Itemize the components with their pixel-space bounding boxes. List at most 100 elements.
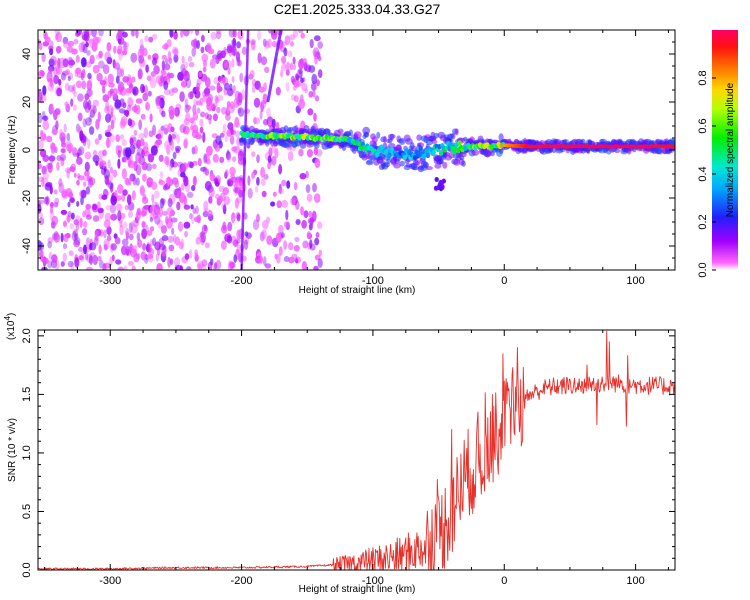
spectrogram-noise-cell: [59, 153, 67, 161]
spectrogram-noise-cell: [140, 251, 146, 261]
spectrogram-noise-cell: [145, 102, 151, 111]
spectrogram-noise-cell: [289, 62, 294, 71]
spectrogram-noise-cell: [153, 190, 160, 199]
spectrogram-noise-cell: [260, 101, 264, 113]
spectrogram-noise-cell: [82, 57, 87, 68]
spectrogram-noise-cell: [98, 244, 102, 255]
spectrogram-noise-cell: [296, 81, 303, 87]
spectrogram-noise-cell: [298, 148, 304, 157]
spectrogram-noise-cell: [312, 47, 320, 58]
spectrogram-noise-cell: [297, 30, 304, 34]
spectrogram-noise-cell: [288, 34, 296, 41]
spectrogram-noise-cell: [133, 143, 138, 150]
spectrogram-noise-cell: [308, 91, 314, 98]
spectrogram-noise-cell: [227, 179, 231, 187]
spectrogram-noise-cell: [65, 69, 70, 75]
spectrogram-noise-cell: [288, 50, 293, 58]
spectrogram-noise-cell: [70, 212, 75, 220]
spectrogram-noise-cell: [179, 163, 186, 174]
snr-ticks: -300 -200 -100 0 100 0.0 0.5 1.0 1.5 2.0: [21, 328, 675, 587]
spectrogram-noise-cell: [226, 235, 233, 244]
spectrogram-noise-cell: [227, 179, 234, 187]
snr-background: [38, 330, 675, 570]
spectrogram-noise-cell: [74, 71, 79, 78]
spectrogram-noise-cell: [199, 97, 204, 106]
spectrogram-noise-cell: [136, 208, 141, 216]
spectrogram-noise-cell: [123, 265, 128, 270]
spectrogram-noise-cell: [42, 172, 50, 180]
spectrogram-noise-cell: [278, 164, 283, 175]
spectrogram-noise-cell: [124, 177, 130, 186]
spectrogram-noise-cell: [61, 190, 68, 198]
spectrogram-noise-cell: [222, 123, 227, 132]
spectrogram-noise-cell: [102, 85, 106, 94]
spectrogram-noise-cell: [193, 145, 198, 155]
spectrogram-noise-cell: [92, 105, 97, 114]
spectrogram-noise-cell: [206, 145, 213, 156]
spectrogram-noise-cell: [175, 264, 183, 270]
snr-frame: [37, 329, 676, 571]
spectrogram-noise-cell: [313, 193, 321, 204]
spectrogram-noise-cell: [158, 179, 166, 186]
spectrogram-noise-cell: [305, 184, 311, 194]
spectrogram-noise-cell: [150, 71, 156, 78]
spectrogram-noise-cell: [161, 44, 169, 50]
spectrogram-noise-cell: [49, 206, 54, 214]
spectrogram-noise-cell: [103, 229, 107, 239]
spectrogram-noise-cell: [135, 98, 143, 104]
spectrogram-noise-cell: [42, 257, 49, 265]
spectrogram-noise-cell: [142, 196, 149, 204]
spectrogram-noise-cell: [286, 180, 291, 189]
spectrogram-noise-cell: [149, 204, 157, 216]
spectrogram-noise-cell: [201, 53, 209, 63]
spectrogram-signal-cell: [438, 150, 444, 156]
spectrogram-noise-cell: [156, 263, 163, 270]
spectrogram-noise-cell: [135, 152, 142, 163]
spectrogram-noise-cell: [98, 157, 104, 168]
snr-y-tick-label: 1.0: [21, 445, 33, 460]
spectrogram-noise-cell: [92, 215, 100, 222]
spectrogram-noise-cell: [243, 239, 249, 251]
spectrogram-noise-cell: [53, 201, 59, 208]
spectrogram-noise-cell: [159, 97, 165, 109]
spectrogram-noise-cell: [106, 137, 110, 149]
spectrogram-signal-halo: [414, 159, 421, 167]
spectrogram-signal-halo: [393, 163, 401, 169]
spectrogram-noise-cell: [154, 241, 161, 251]
spectrogram-noise-cell: [147, 153, 155, 163]
spectrogram-noise-cell: [51, 142, 56, 148]
spectrogram-noise-cell: [120, 212, 126, 220]
spectrogram-noise-cell: [158, 243, 166, 250]
spectrogram-noise-cell: [255, 185, 259, 193]
spectrogram-noise-cell: [106, 42, 112, 52]
spectrogram-noise-cell: [256, 213, 260, 223]
spectrogram-signal-cell: [379, 144, 384, 150]
spectrogram-noise-cell: [122, 102, 127, 109]
spectrogram-noise-cell: [49, 210, 55, 222]
spectrogram-noise-cell: [138, 119, 143, 130]
spectrogram-noise-cell: [313, 112, 317, 122]
spectrogram-noise-cell: [164, 63, 171, 71]
spectrogram-noise-cell: [194, 216, 201, 223]
spectrogram-noise-cell: [119, 120, 126, 129]
spectrogram-noise-cell: [46, 162, 53, 170]
spectrogram-noise-cell: [127, 118, 133, 127]
spectrogram-noise-cell: [203, 153, 208, 164]
spectrogram-noise-cell: [72, 84, 76, 92]
spectrogram-noise-cell: [117, 150, 121, 158]
spectrogram-noise-cell: [53, 233, 61, 243]
spectrogram-y-tick-label: -20: [21, 190, 33, 206]
spectrogram-signal-halo: [451, 133, 456, 140]
spectrogram-noise-cell: [168, 133, 172, 143]
spectrogram-noise-cell: [139, 185, 145, 196]
spectrogram-noise-cell: [148, 36, 154, 43]
spectrogram-noise-cell: [77, 175, 85, 181]
spectrogram-noise-cell: [68, 85, 74, 93]
snr-y-tick-label: 1.5: [21, 387, 33, 402]
spectrogram-noise-cell: [210, 258, 214, 266]
spectrogram-noise-cell: [98, 30, 104, 37]
spectrogram-noise-cell: [271, 155, 277, 166]
spectrogram-noise-cell: [174, 107, 180, 117]
spectrogram-signal-cell: [434, 177, 439, 182]
spectrogram-noise-cell: [192, 207, 197, 215]
